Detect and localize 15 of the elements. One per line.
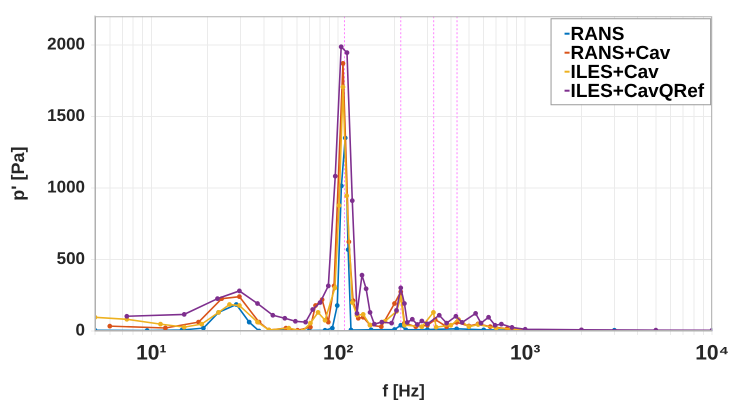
x-tick-label: 10³ [510, 341, 540, 364]
x-tick-label: 10⁴ [695, 341, 729, 364]
y-axis-title: p' [Pa] [8, 146, 28, 201]
x-axis-title: f [Hz] [382, 381, 425, 400]
x-tick-label: 10² [323, 341, 354, 364]
y-tick-label: 1000 [47, 178, 85, 197]
y-tick-label: 1500 [47, 106, 85, 126]
legend-label: RANS+Cav [570, 42, 671, 64]
legend-label: RANS [570, 24, 624, 45]
legend-label: ILES+Cav [570, 62, 660, 83]
y-tick-label: 2000 [47, 34, 85, 54]
legend-label: ILES+CavQRef [570, 80, 705, 102]
y-tick-label: 0 [76, 320, 85, 340]
y-tick-label: 500 [56, 249, 85, 268]
x-tick-label: 10¹ [136, 341, 166, 364]
